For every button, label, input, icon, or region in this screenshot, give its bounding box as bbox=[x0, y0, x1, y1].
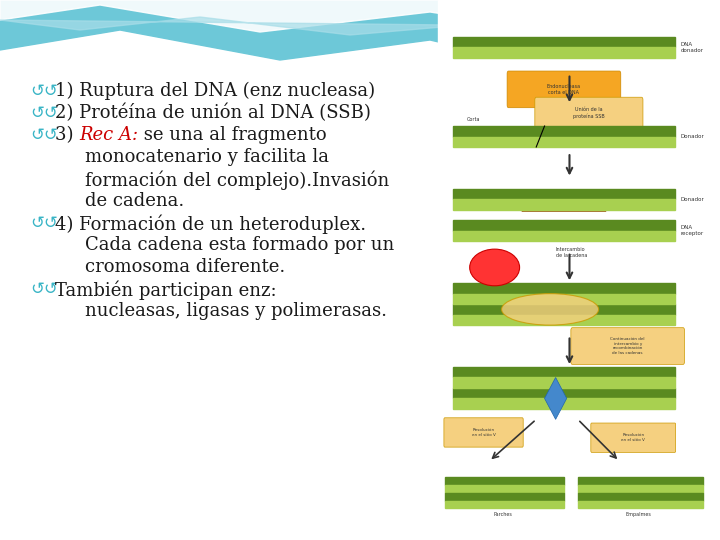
Polygon shape bbox=[453, 199, 675, 210]
Polygon shape bbox=[453, 294, 675, 304]
Text: se una al fragmento: se una al fragmento bbox=[138, 126, 327, 144]
Polygon shape bbox=[580, 0, 720, 32]
Text: Proteína
RecA: Proteína RecA bbox=[483, 262, 506, 273]
Polygon shape bbox=[453, 283, 675, 294]
Text: Continuación del
intercambio y
recombinación
de las cadenas: Continuación del intercambio y recombina… bbox=[611, 337, 645, 355]
Polygon shape bbox=[577, 485, 703, 492]
Text: Proteína SSB: Proteína SSB bbox=[453, 126, 480, 130]
Text: Rec A:: Rec A: bbox=[79, 126, 138, 144]
Polygon shape bbox=[577, 492, 703, 501]
Ellipse shape bbox=[502, 294, 598, 325]
Polygon shape bbox=[453, 304, 675, 315]
Polygon shape bbox=[577, 501, 703, 509]
Text: Intercambio
de la cadena: Intercambio de la cadena bbox=[556, 247, 587, 258]
Text: Endonucleasa
corta el DNA: Endonucleasa corta el DNA bbox=[547, 84, 581, 95]
Polygon shape bbox=[453, 126, 675, 137]
Polygon shape bbox=[453, 399, 675, 409]
Text: Donador: Donador bbox=[680, 197, 704, 202]
Polygon shape bbox=[445, 492, 564, 501]
Text: 4) Formación de un heteroduplex.: 4) Formación de un heteroduplex. bbox=[55, 214, 366, 233]
FancyBboxPatch shape bbox=[571, 328, 685, 364]
Polygon shape bbox=[453, 315, 675, 325]
Polygon shape bbox=[453, 37, 675, 48]
Text: DNA
receptor: DNA receptor bbox=[680, 225, 703, 236]
Polygon shape bbox=[445, 477, 564, 485]
Polygon shape bbox=[438, 0, 720, 540]
Text: ↺↺: ↺↺ bbox=[30, 104, 58, 122]
Polygon shape bbox=[453, 48, 675, 58]
Polygon shape bbox=[453, 137, 675, 147]
Polygon shape bbox=[0, 17, 720, 35]
FancyBboxPatch shape bbox=[507, 71, 621, 107]
Text: ↺↺: ↺↺ bbox=[30, 214, 58, 232]
Text: monocatenario y facilita la: monocatenario y facilita la bbox=[85, 148, 329, 166]
Text: Corta: Corta bbox=[467, 117, 480, 122]
Text: 3): 3) bbox=[55, 126, 79, 144]
Text: nucleasas, ligasas y polimerasas.: nucleasas, ligasas y polimerasas. bbox=[85, 302, 387, 320]
Text: cromosoma diferente.: cromosoma diferente. bbox=[85, 258, 285, 276]
Polygon shape bbox=[453, 367, 675, 377]
FancyBboxPatch shape bbox=[591, 423, 675, 453]
FancyBboxPatch shape bbox=[522, 298, 578, 316]
Text: Donador: Donador bbox=[680, 134, 704, 139]
FancyBboxPatch shape bbox=[535, 97, 643, 129]
Polygon shape bbox=[0, 0, 720, 70]
Text: Resolución
en el sitio V: Resolución en el sitio V bbox=[472, 428, 495, 437]
Text: También participan enz:: También participan enz: bbox=[55, 280, 276, 300]
FancyBboxPatch shape bbox=[521, 198, 606, 212]
Text: Parches: Parches bbox=[493, 512, 513, 517]
Polygon shape bbox=[453, 388, 675, 399]
Text: de cadena.: de cadena. bbox=[85, 192, 184, 210]
Polygon shape bbox=[445, 501, 564, 509]
Polygon shape bbox=[453, 189, 675, 199]
Ellipse shape bbox=[469, 249, 520, 286]
Polygon shape bbox=[453, 220, 675, 231]
Text: ↺↺: ↺↺ bbox=[30, 82, 58, 100]
Polygon shape bbox=[453, 377, 675, 388]
Text: Unión de la
proteína SSB: Unión de la proteína SSB bbox=[573, 107, 605, 119]
Text: 2) Protéína de unión al DNA (SSB): 2) Protéína de unión al DNA (SSB) bbox=[55, 104, 371, 123]
Text: formación del complejo).Invasión: formación del complejo).Invasión bbox=[85, 170, 390, 190]
Polygon shape bbox=[445, 485, 564, 492]
Polygon shape bbox=[544, 377, 567, 420]
Text: Empalmes: Empalmes bbox=[626, 512, 652, 517]
Text: Resolución
en el sitio V: Resolución en el sitio V bbox=[621, 434, 645, 442]
Text: 1) Ruptura del DNA (enz nucleasa): 1) Ruptura del DNA (enz nucleasa) bbox=[55, 82, 375, 100]
Text: DNA
donador: DNA donador bbox=[680, 42, 703, 53]
Polygon shape bbox=[0, 0, 720, 35]
Polygon shape bbox=[577, 477, 703, 485]
FancyBboxPatch shape bbox=[444, 418, 523, 447]
Polygon shape bbox=[453, 231, 675, 241]
Text: Cada cadena esta formado por un: Cada cadena esta formado por un bbox=[85, 236, 395, 254]
Text: ↺↺: ↺↺ bbox=[30, 126, 58, 144]
Text: ↺↺: ↺↺ bbox=[30, 280, 58, 298]
